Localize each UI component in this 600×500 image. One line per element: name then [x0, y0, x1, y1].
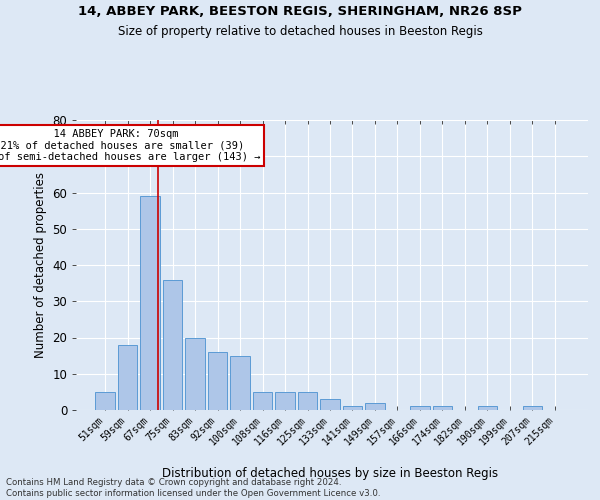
Bar [523, 406, 542, 410]
Bar [343, 406, 362, 410]
Bar [275, 392, 295, 410]
Text: 14 ABBEY PARK: 70sqm  
← 21% of detached houses are smaller (39)
76% of semi-det: 14 ABBEY PARK: 70sqm ← 21% of detached h… [0, 129, 260, 162]
Bar [253, 392, 272, 410]
Bar [433, 406, 452, 410]
Bar [478, 406, 497, 410]
Bar [163, 280, 182, 410]
Bar [118, 345, 137, 410]
Text: Distribution of detached houses by size in Beeston Regis: Distribution of detached houses by size … [162, 467, 498, 480]
Bar [140, 196, 160, 410]
Bar [185, 338, 205, 410]
Y-axis label: Number of detached properties: Number of detached properties [34, 172, 47, 358]
Bar [95, 392, 115, 410]
Bar [410, 406, 430, 410]
Text: Contains HM Land Registry data © Crown copyright and database right 2024.
Contai: Contains HM Land Registry data © Crown c… [6, 478, 380, 498]
Bar [298, 392, 317, 410]
Bar [365, 403, 385, 410]
Bar [230, 356, 250, 410]
Bar [320, 399, 340, 410]
Text: Size of property relative to detached houses in Beeston Regis: Size of property relative to detached ho… [118, 25, 482, 38]
Text: 14, ABBEY PARK, BEESTON REGIS, SHERINGHAM, NR26 8SP: 14, ABBEY PARK, BEESTON REGIS, SHERINGHA… [78, 5, 522, 18]
Bar [208, 352, 227, 410]
